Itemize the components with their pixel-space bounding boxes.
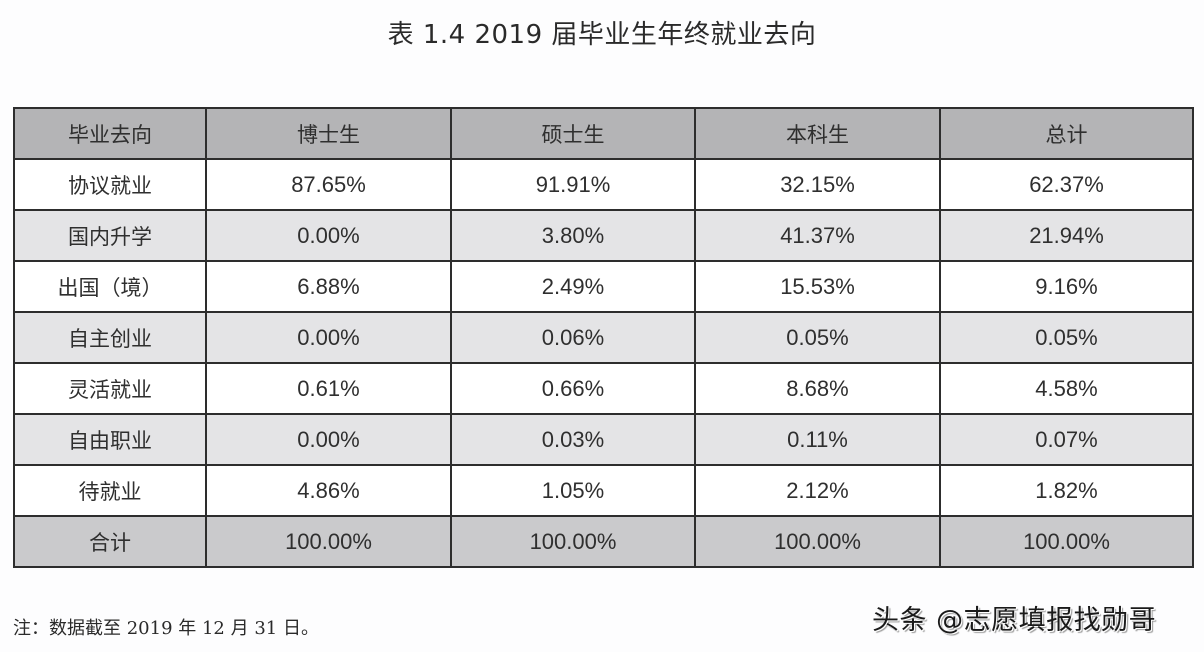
column-header-destination: 毕业去向: [13, 107, 207, 160]
master-value: 0.06%: [450, 311, 696, 364]
phd-total: 100.00%: [205, 515, 452, 568]
column-header-phd: 博士生: [205, 107, 452, 160]
phd-value: 0.00%: [205, 209, 452, 262]
total-value: 62.37%: [939, 158, 1194, 211]
master-total: 100.00%: [450, 515, 696, 568]
master-value: 0.66%: [450, 362, 696, 415]
row-category: 待就业: [13, 464, 207, 517]
bachelor-value: 32.15%: [694, 158, 941, 211]
row-category: 协议就业: [13, 158, 207, 211]
table-row: 协议就业 87.65% 91.91% 32.15% 62.37%: [13, 158, 1194, 211]
phd-value: 4.86%: [205, 464, 452, 517]
total-value: 0.07%: [939, 413, 1194, 466]
table-row: 自主创业 0.00% 0.06% 0.05% 0.05%: [13, 311, 1194, 364]
table-row: 灵活就业 0.61% 0.66% 8.68% 4.58%: [13, 362, 1194, 415]
total-value: 0.05%: [939, 311, 1194, 364]
master-value: 3.80%: [450, 209, 696, 262]
table-row: 自由职业 0.00% 0.03% 0.11% 0.07%: [13, 413, 1194, 466]
footnote: 注：数据截至 2019 年 12 月 31 日。: [13, 618, 319, 639]
row-category: 出国（境）: [13, 260, 207, 313]
table-total-row: 合计 100.00% 100.00% 100.00% 100.00%: [13, 515, 1194, 568]
bachelor-value: 0.11%: [694, 413, 941, 466]
total-value: 1.82%: [939, 464, 1194, 517]
bachelor-value: 8.68%: [694, 362, 941, 415]
bachelor-value: 0.05%: [694, 311, 941, 364]
total-row-label: 合计: [13, 515, 207, 568]
bachelor-value: 2.12%: [694, 464, 941, 517]
row-category: 自主创业: [13, 311, 207, 364]
total-value: 9.16%: [939, 260, 1194, 313]
column-header-master: 硕士生: [450, 107, 696, 160]
phd-value: 6.88%: [205, 260, 452, 313]
master-value: 2.49%: [450, 260, 696, 313]
employment-destination-table: 毕业去向 博士生 硕士生 本科生 总计 协议就业 87.65% 91.91% 3…: [13, 107, 1194, 568]
phd-value: 0.00%: [205, 413, 452, 466]
phd-value: 87.65%: [205, 158, 452, 211]
column-header-total: 总计: [939, 107, 1194, 160]
total-value: 4.58%: [939, 362, 1194, 415]
row-category: 灵活就业: [13, 362, 207, 415]
master-value: 1.05%: [450, 464, 696, 517]
watermark: 头条 @志愿填报找勋哥: [872, 605, 1157, 636]
table-header-row: 毕业去向 博士生 硕士生 本科生 总计: [13, 107, 1194, 160]
table-row: 出国（境） 6.88% 2.49% 15.53% 9.16%: [13, 260, 1194, 313]
bachelor-value: 41.37%: [694, 209, 941, 262]
bachelor-value: 15.53%: [694, 260, 941, 313]
master-value: 0.03%: [450, 413, 696, 466]
column-header-bachelor: 本科生: [694, 107, 941, 160]
master-value: 91.91%: [450, 158, 696, 211]
row-category: 国内升学: [13, 209, 207, 262]
table-title: 表 1.4 2019 届毕业生年终就业去向: [387, 20, 817, 50]
row-category: 自由职业: [13, 413, 207, 466]
table-row: 待就业 4.86% 1.05% 2.12% 1.82%: [13, 464, 1194, 517]
bachelor-total: 100.00%: [694, 515, 941, 568]
phd-value: 0.00%: [205, 311, 452, 364]
total-value: 21.94%: [939, 209, 1194, 262]
phd-value: 0.61%: [205, 362, 452, 415]
table-row: 国内升学 0.00% 3.80% 41.37% 21.94%: [13, 209, 1194, 262]
grand-total: 100.00%: [939, 515, 1194, 568]
